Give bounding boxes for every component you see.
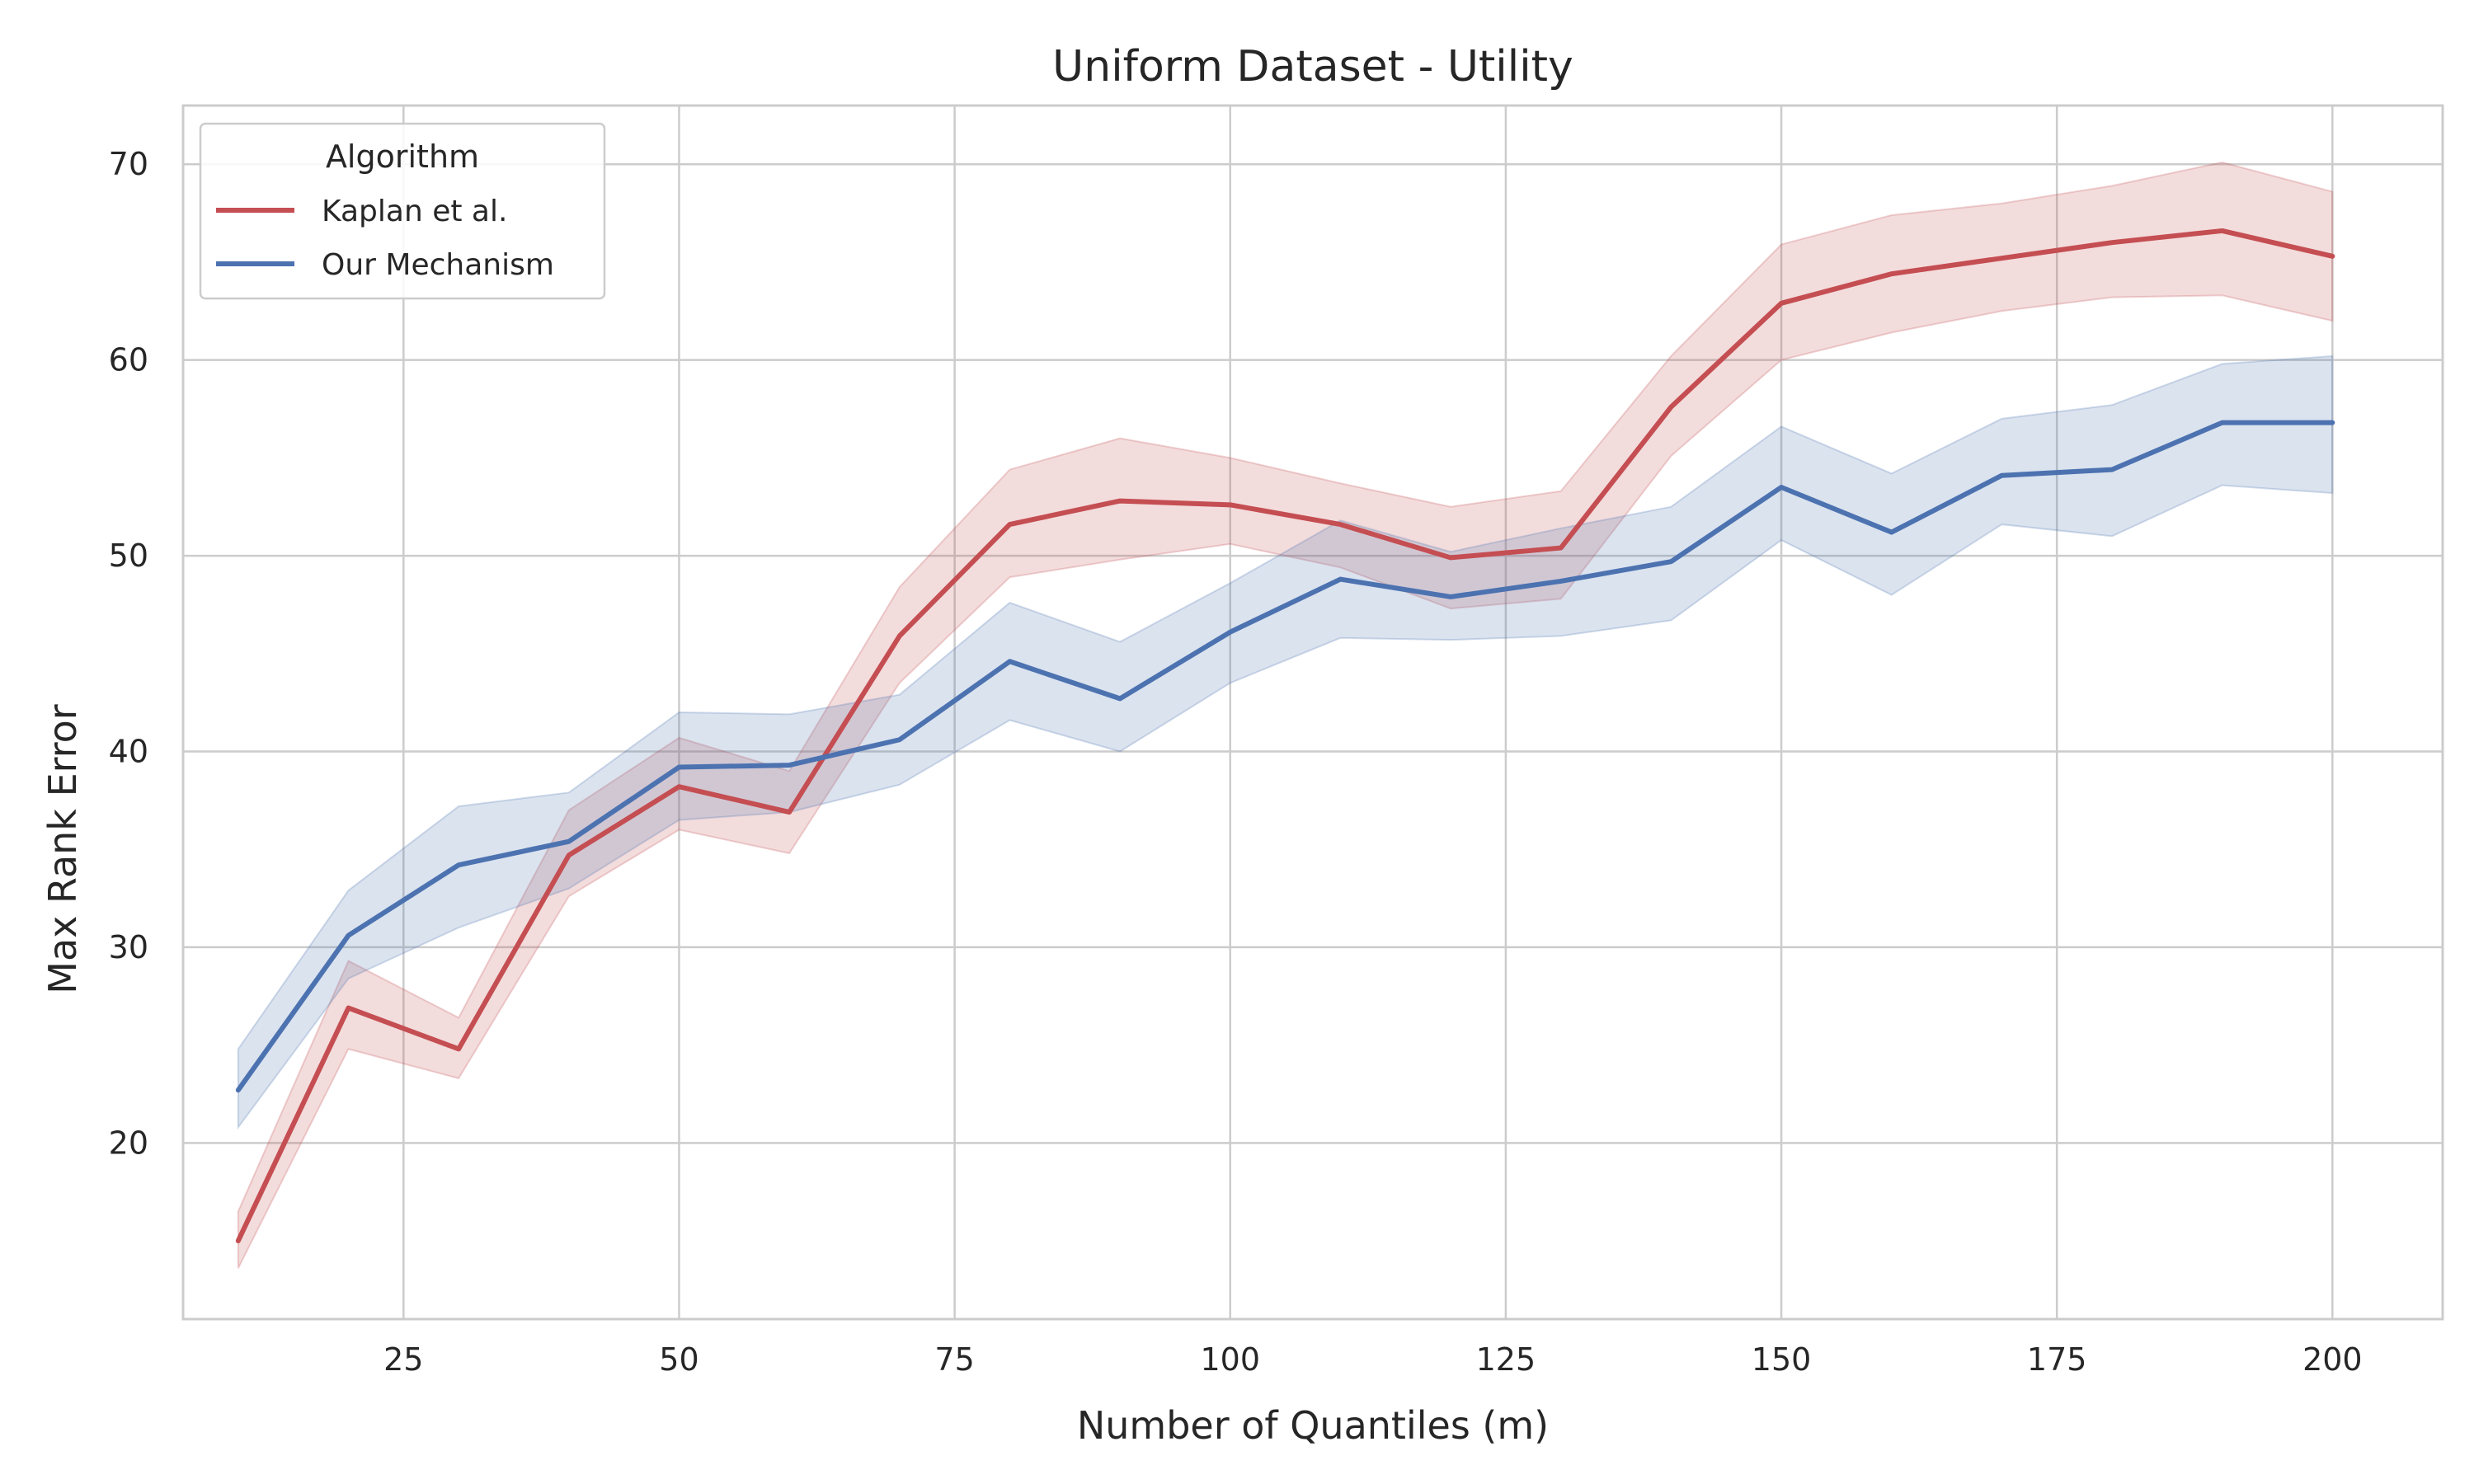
y-axis-label: Max Rank Error — [40, 704, 85, 993]
x-tick-label: 50 — [659, 1341, 698, 1378]
legend-box — [199, 122, 606, 300]
legend: Algorithm Kaplan et al. Our Mechanism — [199, 122, 606, 300]
plot-frame — [181, 104, 2444, 1321]
x-tick-label: 75 — [934, 1341, 974, 1378]
x-tick-label: 150 — [1752, 1341, 1812, 1378]
band-kaplan-et-al — [237, 161, 2334, 1269]
legend-label-kaplan: Kaplan et al. — [322, 195, 507, 228]
y-tick-label: 20 — [109, 1125, 148, 1161]
series-line-kaplan-et-al — [235, 228, 2335, 1244]
y-tick-label: 30 — [109, 929, 148, 965]
y-tick-label: 50 — [109, 538, 148, 574]
x-axis-label: Number of Quantiles (m) — [1077, 1403, 1549, 1448]
legend-title: Algorithm — [326, 139, 479, 175]
x-tick-label: 25 — [383, 1341, 423, 1378]
x-tick-label: 125 — [1476, 1341, 1536, 1378]
y-tick-label: 60 — [109, 342, 148, 378]
series-lines — [235, 228, 2335, 1244]
band-our-mechanism — [237, 355, 2334, 1130]
x-axis-ticks: 25 50 75 100 125 150 175 200 — [383, 1341, 2362, 1378]
x-tick-label: 175 — [2027, 1341, 2087, 1378]
confidence-bands — [237, 161, 2334, 1269]
chart-title: Uniform Dataset - Utility — [1052, 42, 1573, 92]
x-tick-label: 100 — [1200, 1341, 1260, 1378]
y-axis-ticks: 20 30 40 50 60 70 — [109, 146, 148, 1161]
legend-label-our-mechanism: Our Mechanism — [322, 248, 554, 282]
y-tick-label: 40 — [109, 733, 148, 769]
y-tick-label: 70 — [109, 146, 148, 182]
x-tick-label: 200 — [2302, 1341, 2363, 1378]
series-line-our-mechanism — [235, 420, 2335, 1093]
grid — [183, 106, 2443, 1319]
